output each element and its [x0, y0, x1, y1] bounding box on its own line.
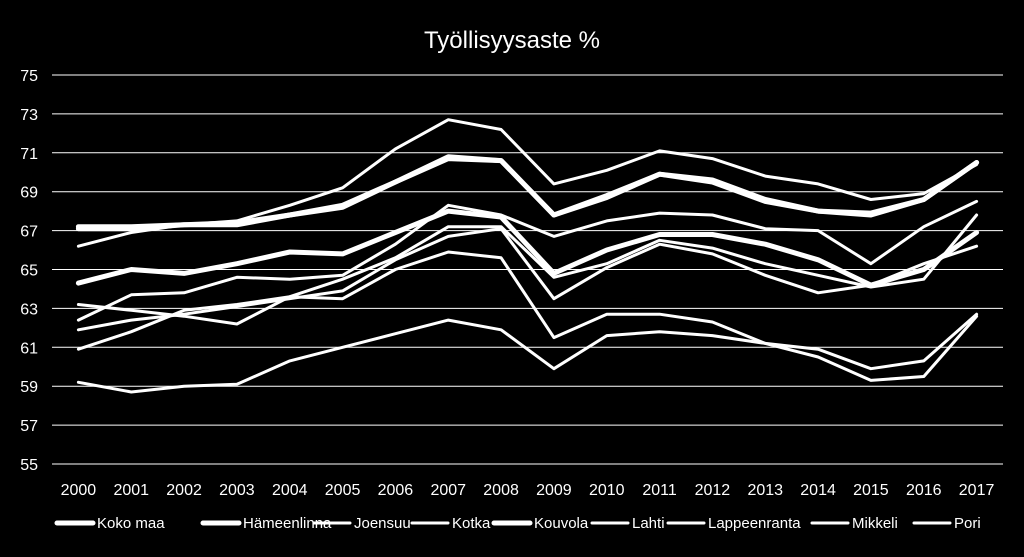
x-tick-label: 2012: [695, 482, 731, 499]
x-tick-label: 2011: [642, 482, 677, 499]
series-line-6: [76, 213, 979, 351]
y-tick-label: 55: [20, 457, 38, 474]
y-tick-label: 59: [20, 379, 38, 396]
y-tick-label: 75: [20, 68, 38, 85]
legend-label: Mikkeli: [852, 515, 898, 532]
legend-label: Kouvola: [534, 515, 589, 532]
legend-label: Hämeenlinna: [243, 515, 332, 532]
y-tick-label: 67: [20, 224, 38, 241]
chart-title: Työllisyysaste %: [424, 27, 600, 54]
y-tick-label: 73: [20, 107, 38, 124]
x-tick-label: 2002: [166, 482, 202, 499]
x-tick-label: 2001: [113, 482, 149, 499]
legend-label: Pori: [954, 515, 981, 532]
series-line-1: [75, 208, 980, 288]
series-line-4: [75, 156, 980, 232]
x-tick-label: 2017: [959, 482, 995, 499]
y-tick-label: 61: [20, 340, 38, 357]
legend: Koko maa Hämeenlinna Joensuu Kotka Kouvola La…: [54, 515, 981, 532]
y-tick-label: 69: [20, 185, 38, 202]
y-tick-label: 57: [20, 418, 38, 435]
x-tick-label: 2008: [483, 482, 519, 499]
legend-label: Joensuu: [354, 515, 411, 532]
legend-label: Lappeenranta: [708, 515, 801, 532]
y-tick-label: 71: [20, 146, 38, 163]
series-line-2: [76, 314, 979, 394]
x-axis-ticks: 2000 2001 2002 2003 2004 2005 2006 2007 2008 2009…: [61, 482, 995, 499]
x-tick-label: 2007: [430, 482, 466, 499]
y-tick-label: 65: [20, 263, 38, 280]
x-tick-label: 2009: [536, 482, 572, 499]
legend-label: Lahti: [632, 515, 665, 532]
x-tick-label: 2006: [378, 482, 414, 499]
series-line-7: [76, 118, 979, 248]
x-tick-label: 2003: [219, 482, 255, 499]
series-line-5: [76, 227, 979, 332]
x-tick-label: 2005: [325, 482, 361, 499]
x-tick-label: 2014: [800, 482, 836, 499]
series-line-3: [76, 250, 979, 371]
legend-label: Kotka: [452, 515, 491, 532]
x-tick-label: 2010: [589, 482, 625, 499]
series-lines: [75, 118, 980, 394]
series-line-8: [76, 199, 979, 322]
x-tick-label: 2013: [747, 482, 783, 499]
y-axis-ticks: 55 57 59 61 63 65 67 69 71 73 75: [20, 68, 38, 474]
y-tick-label: 63: [20, 301, 38, 318]
x-tick-label: 2004: [272, 482, 308, 499]
x-tick-label: 2015: [853, 482, 889, 499]
x-tick-label: 2016: [906, 482, 942, 499]
legend-label: Koko maa: [97, 515, 165, 532]
x-tick-label: 2000: [61, 482, 97, 499]
